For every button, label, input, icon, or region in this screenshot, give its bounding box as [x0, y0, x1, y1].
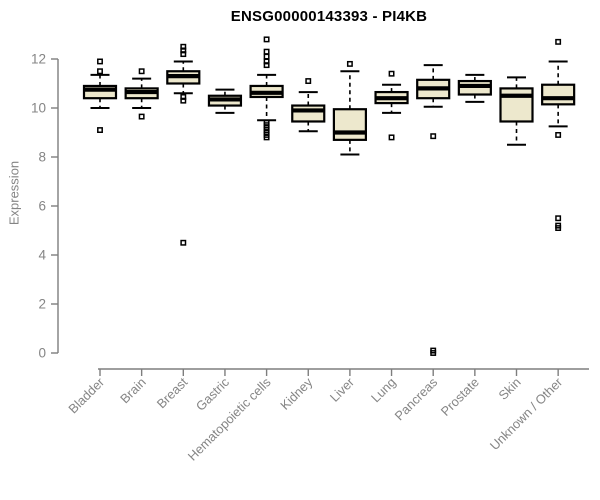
iqr-box — [541, 83, 576, 106]
x-tick-label-breast: Breast — [154, 374, 191, 411]
outlier-point — [180, 239, 187, 246]
outlier-point — [138, 68, 145, 75]
box-kidney — [291, 78, 326, 133]
iqr-box — [332, 108, 367, 141]
outlier-point — [97, 68, 103, 75]
outlier-point — [305, 78, 312, 84]
box-lung — [374, 70, 409, 141]
y-axis — [51, 58, 59, 354]
iqr-box — [291, 104, 326, 123]
box-skin — [499, 76, 534, 146]
box-unknown-other — [541, 38, 576, 232]
x-tick-label-prostate: Prostate — [438, 375, 482, 419]
y-tick-label: 4 — [38, 248, 46, 263]
outlier-point — [555, 225, 562, 232]
x-tick-label-lung: Lung — [368, 375, 399, 406]
x-tick-label-brain: Brain — [117, 375, 149, 407]
outlier-point — [388, 134, 395, 141]
outlier-point — [263, 53, 270, 60]
outlier-point — [97, 127, 103, 133]
x-tick-label-bladder: Bladder — [65, 374, 107, 416]
box-prostate — [457, 73, 492, 103]
box-gastric — [207, 88, 243, 114]
x-tick-label-kidney: Kidney — [277, 374, 316, 413]
y-tick-label: 2 — [38, 297, 46, 312]
outlier-point — [180, 51, 187, 58]
y-tick-labels: 0 2 4 6 8 10 12 — [31, 52, 47, 361]
outlier-point — [555, 132, 562, 138]
outlier-point — [263, 36, 270, 43]
outlier-point — [555, 215, 562, 222]
x-tick-label-pancreas: Pancreas — [391, 375, 440, 424]
x-axis — [98, 368, 589, 376]
outlier-point — [430, 133, 437, 140]
outlier-point — [430, 350, 437, 356]
outlier-point — [263, 48, 270, 55]
y-tick-label: 0 — [38, 346, 46, 361]
y-tick-label: 12 — [31, 52, 46, 67]
outlier-point — [97, 58, 103, 65]
x-tick-label-liver: Liver — [327, 374, 358, 405]
y-tick-label: 8 — [38, 150, 46, 165]
box-pancreas — [416, 64, 451, 356]
outlier-point — [138, 113, 145, 120]
x-tick-label-skin: Skin — [495, 375, 523, 403]
y-tick-label: 6 — [38, 199, 46, 214]
x-tick-label-gastric: Gastric — [193, 374, 233, 414]
box-hematopoietic-cells — [249, 36, 284, 141]
x-tick-label-unknown-other: Unknown / Other — [487, 374, 566, 453]
box-breast — [166, 43, 201, 246]
outlier-point — [346, 60, 353, 67]
box-liver — [332, 60, 367, 156]
outlier-point — [180, 97, 187, 104]
box-bladder — [82, 58, 118, 133]
box-brain — [124, 68, 159, 120]
outlier-point — [555, 38, 562, 45]
chart-title: ENSG00000143393 - PI4KB — [230, 8, 428, 25]
outlier-point — [388, 70, 395, 77]
iqr-box — [499, 87, 534, 123]
outlier-point — [263, 62, 270, 69]
y-tick-label: 10 — [31, 101, 46, 116]
outlier-point — [263, 134, 270, 141]
